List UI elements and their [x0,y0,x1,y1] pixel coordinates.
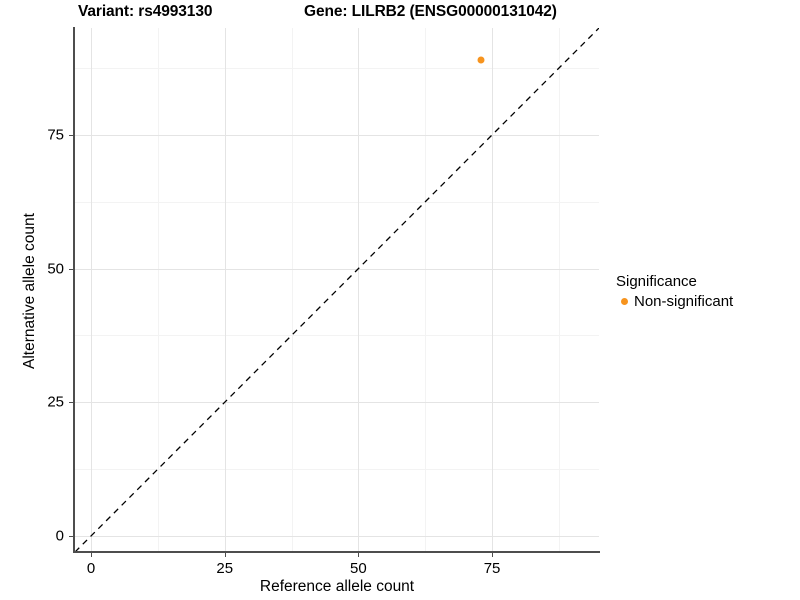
y-axis-title: Alternative allele count [21,213,38,369]
gridline-x-major [224,28,226,552]
x-tick-mark [224,553,226,557]
identity-reference-line [75,28,599,552]
y-tick-mark [69,268,73,270]
legend: Significance Non-significant [616,272,733,311]
x-tick-mark [492,553,494,557]
x-tick-mark [358,553,360,557]
gridline-y-minor [75,201,599,203]
x-tick-label: 75 [483,560,501,577]
data-point[interactable] [477,56,485,64]
legend-dot-icon [621,297,628,305]
gridline-x-major [358,28,360,552]
y-tick-mark [69,134,73,136]
gridline-y-minor [75,335,599,337]
x-tick-label: 50 [350,560,367,577]
gene-title: Gene: LILRB2 (ENSG00000131042) [304,3,557,20]
plot-panel [75,28,599,552]
gridline-x-minor [291,28,293,552]
y-tick-mark [69,535,73,537]
x-axis-title: Reference allele count [259,578,415,595]
gridline-y-major [75,134,599,136]
legend-title: Significance [616,273,697,290]
gridline-x-minor [157,28,159,552]
y-tick-label: 75 [47,126,64,144]
y-axis-line [73,27,75,553]
gridline-y-major [75,402,599,404]
gridline-y-major [75,268,599,270]
x-tick-mark [91,553,93,557]
y-tick-label: 0 [55,527,64,545]
y-tick-mark [69,402,73,404]
x-axis-line [74,551,600,553]
gridline-y-major [75,535,599,537]
legend-entry-label: Non-significant [634,292,734,310]
gridline-y-minor [75,469,599,471]
title-row: Variant: rs4993130 Gene: LILRB2 (ENSG000… [0,0,800,28]
x-tick-label: 0 [86,560,96,577]
variant-title: Variant: rs4993130 [78,3,213,20]
y-tick-label: 50 [47,260,64,278]
legend-entries: Non-significant [616,291,733,311]
legend-entry[interactable]: Non-significant [616,291,733,311]
gridline-x-major [91,28,93,552]
legend-key-icon [616,291,633,311]
gridline-y-minor [75,68,599,70]
x-tick-label: 25 [216,560,234,577]
y-tick-label: 25 [47,393,64,411]
gridline-x-minor [558,28,560,552]
gridline-x-major [492,28,494,552]
identity-line-segment [75,28,599,552]
gridline-x-minor [425,28,427,552]
